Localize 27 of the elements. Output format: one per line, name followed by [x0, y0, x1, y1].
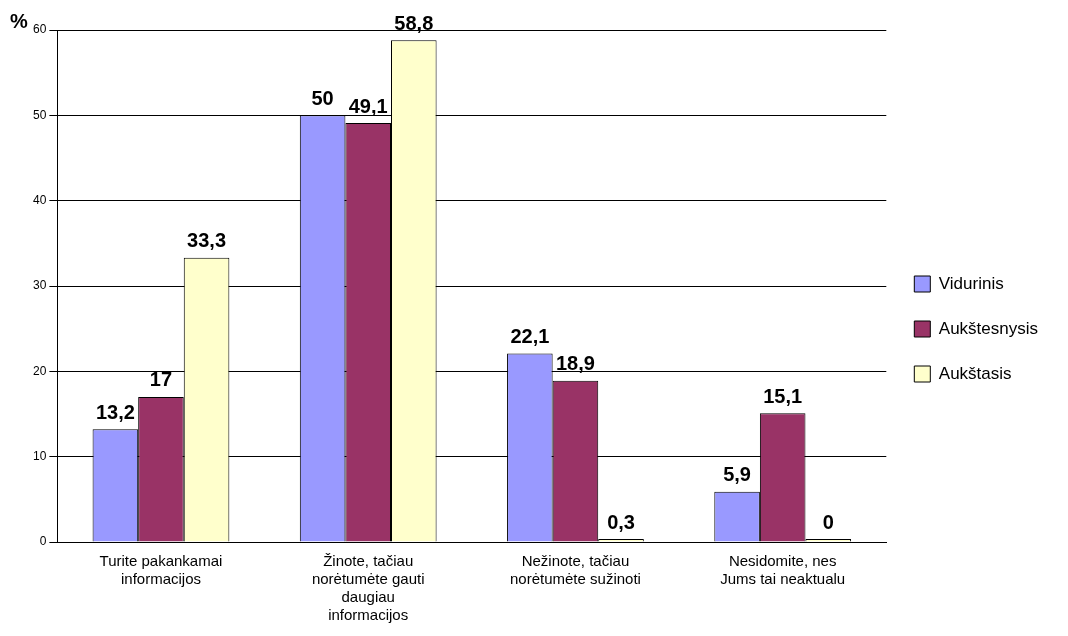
legend-label: Vidurinis	[938, 273, 1004, 293]
data-label: 50	[311, 86, 334, 109]
y-tick-label: 0	[39, 534, 47, 549]
data-label: 0	[822, 510, 834, 533]
x-tick-label: Žinote, tačiau norėtumėte gauti daugiau informacijos	[311, 552, 425, 624]
data-label: 22,1	[510, 324, 550, 347]
data-label: 13,2	[95, 400, 135, 423]
x-tick-label: Nesidomite, nes Jums tai neaktualu	[720, 552, 846, 588]
y-tick-label: 60	[32, 22, 47, 37]
x-tick-label: Nežinote, tačiau norėtumėte sužinoti	[509, 552, 641, 588]
data-label: 33,3	[187, 229, 227, 252]
y-tick-label: 40	[32, 192, 47, 207]
x-tick-label: Turite pakankamai informacijos	[99, 552, 223, 588]
data-label: 15,1	[763, 384, 803, 407]
data-label: 0,3	[607, 510, 635, 533]
y-tick-label: 30	[32, 278, 47, 293]
y-tick-label: 10	[32, 448, 47, 463]
legend-label: Aukštasis	[938, 363, 1012, 383]
data-label: 5,9	[723, 463, 751, 486]
data-label: 58,8	[394, 11, 434, 34]
data-label: 17	[149, 368, 173, 391]
legend-label: Aukštesnysis	[938, 318, 1038, 338]
data-label: 49,1	[348, 94, 388, 117]
y-axis-title: %	[10, 9, 28, 32]
data-label: 18,9	[555, 352, 595, 375]
y-tick-label: 20	[32, 363, 47, 378]
y-tick-label: 50	[32, 107, 47, 122]
